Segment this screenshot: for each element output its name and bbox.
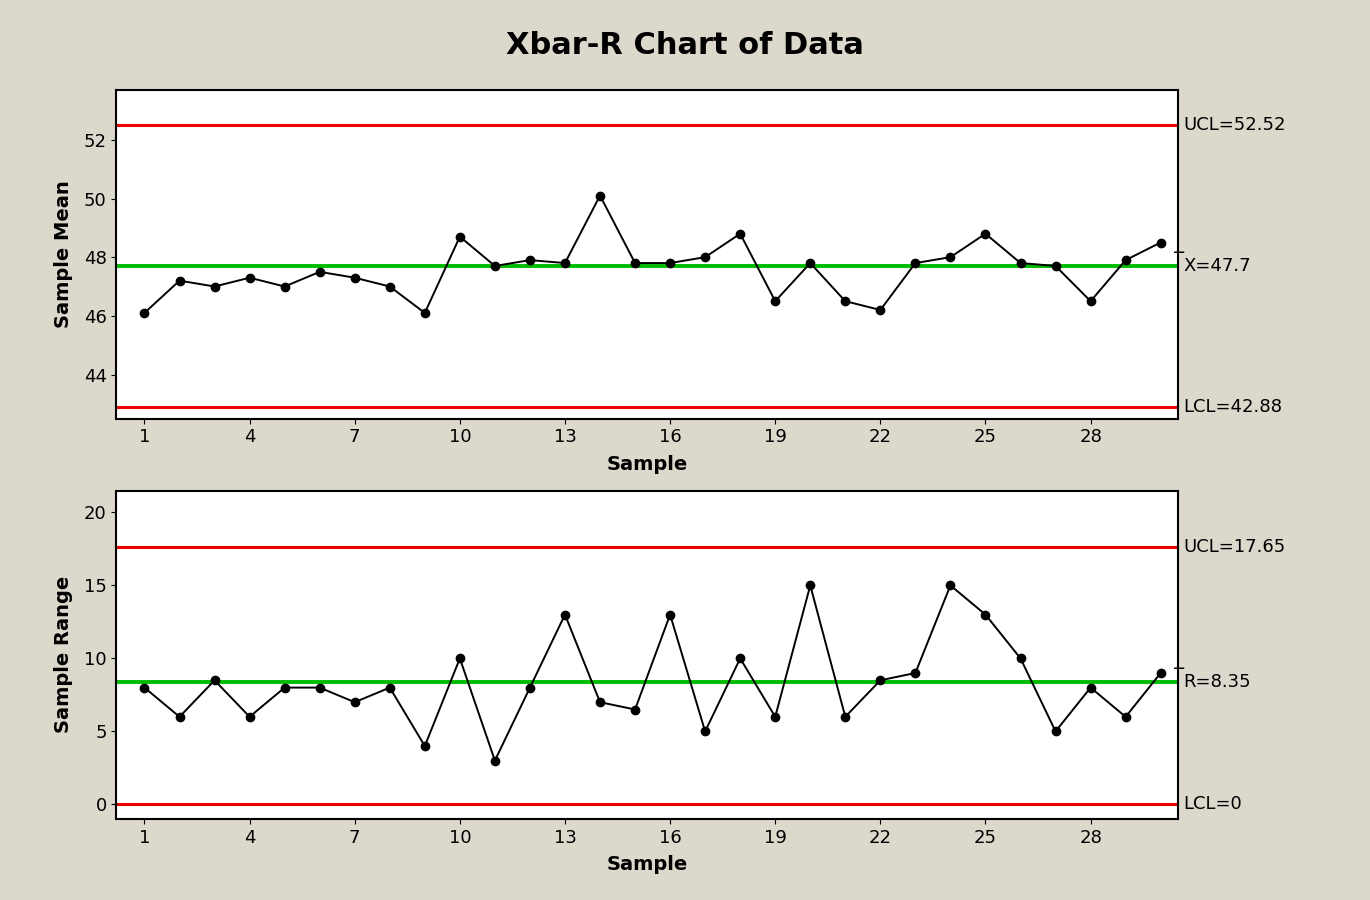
- X-axis label: Sample: Sample: [607, 855, 688, 874]
- Text: UCL=17.65: UCL=17.65: [1184, 537, 1286, 555]
- Text: R=8.35: R=8.35: [1184, 673, 1251, 691]
- Text: UCL=52.52: UCL=52.52: [1184, 115, 1286, 133]
- X-axis label: Sample: Sample: [607, 454, 688, 473]
- Y-axis label: Sample Range: Sample Range: [53, 576, 73, 734]
- Text: X=47.7: X=47.7: [1184, 257, 1251, 275]
- Text: Xbar-R Chart of Data: Xbar-R Chart of Data: [506, 32, 864, 60]
- Y-axis label: Sample Mean: Sample Mean: [53, 180, 73, 328]
- Text: LCL=42.88: LCL=42.88: [1184, 399, 1282, 417]
- Text: LCL=0: LCL=0: [1184, 796, 1243, 814]
